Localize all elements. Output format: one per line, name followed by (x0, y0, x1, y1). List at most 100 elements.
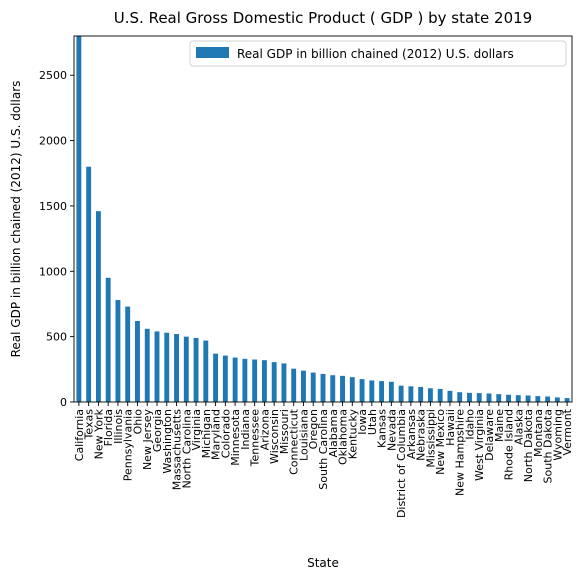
x-tick-label-georgia: Georgia (151, 409, 164, 452)
bar-north-dakota (525, 395, 531, 402)
bar-maryland (213, 353, 219, 402)
y-axis: 0 500 1000 1500 2000 2500 (39, 69, 74, 409)
bars-group (76, 36, 570, 403)
x-tick-label-louisiana: Louisiana (297, 409, 310, 461)
legend-label: Real GDP in billion chained (2012) U.S. … (237, 47, 514, 61)
bar-illinois (115, 300, 121, 402)
x-tick-label-nevada: Nevada (385, 409, 398, 451)
bar-hawaii (447, 390, 453, 402)
x-tick-label-oklahoma: Oklahoma (337, 409, 350, 465)
bar-nebraska (418, 386, 424, 402)
bar-north-carolina (183, 336, 189, 402)
x-tick-label-massachusetts: Massachusetts (171, 409, 184, 491)
x-tick-label-rhode-island: Rhode Island (503, 409, 516, 480)
x-tick-label-south-carolina: South Carolina (317, 409, 330, 490)
y-tick-label: 2000 (39, 135, 67, 148)
bar-wyoming (554, 397, 560, 402)
x-tick-label-montana: Montana (532, 409, 545, 457)
bar-florida (105, 277, 111, 402)
x-tick-label-utah: Utah (366, 409, 379, 435)
bar-maine (496, 394, 502, 402)
bar-kentucky (349, 377, 355, 402)
x-tick-label-washington: Washington (161, 409, 174, 474)
bar-montana (535, 396, 541, 402)
bar-oklahoma (340, 375, 345, 402)
bar-new-mexico (437, 388, 443, 402)
bar-mississippi (427, 388, 433, 402)
bar-ohio (135, 320, 140, 402)
bar-pennsylvania (125, 306, 131, 402)
bar-missouri (281, 363, 287, 402)
x-tick-label-california: California (73, 409, 86, 461)
x-tick-label-nebraska: Nebraska (415, 409, 428, 461)
bar-south-dakota (545, 396, 551, 402)
bar-virginia (193, 337, 199, 402)
bar-texas (86, 166, 92, 402)
chart-title: U.S. Real Gross Domestic Product ( GDP )… (114, 9, 532, 27)
bar-oregon (310, 372, 316, 402)
x-tick-label-wyoming: Wyoming (551, 409, 564, 461)
x-tick-label-maryland: Maryland (210, 409, 223, 460)
bar-massachusetts (174, 334, 179, 402)
x-tick-label-oregon: Oregon (307, 409, 320, 449)
y-tick-label: 1000 (39, 265, 67, 278)
x-tick-label-michigan: Michigan (200, 409, 213, 458)
legend: Real GDP in billion chained (2012) U.S. … (189, 40, 567, 67)
x-tick-label-north-carolina: North Carolina (180, 409, 193, 489)
y-tick-label: 500 (46, 331, 67, 344)
x-tick-label-kansas: Kansas (376, 409, 389, 448)
x-tick-label-virginia: Virginia (190, 409, 203, 450)
x-tick-label-district-of-columbia: District of Columbia (395, 409, 408, 518)
bar-wisconsin (271, 362, 277, 402)
x-tick-label-west-virginia: West Virginia (473, 409, 486, 481)
x-tick-label-minnesota: Minnesota (229, 409, 242, 466)
bar-california (76, 36, 82, 402)
legend-box (189, 40, 567, 67)
x-tick-label-new-mexico: New Mexico (434, 409, 447, 475)
y-tick-label: 2500 (39, 69, 67, 82)
x-tick-label-new-jersey: New Jersey (141, 409, 154, 471)
bar-vermont (564, 398, 570, 402)
x-tick-label-ohio: Ohio (131, 409, 144, 435)
x-tick-label-kentucky: Kentucky (346, 409, 359, 460)
x-tick-label-vermont: Vermont (561, 408, 574, 455)
x-tick-label-alabama: Alabama (327, 409, 340, 458)
x-tick-label-colorado: Colorado (219, 409, 232, 458)
x-tick-label-arizona: Arizona (258, 409, 271, 450)
y-tick-label: 0 (60, 396, 67, 409)
bar-alabama (330, 375, 336, 402)
bar-arizona (261, 360, 267, 402)
x-tick-label-missouri: Missouri (278, 409, 291, 454)
bar-new-jersey (144, 328, 150, 402)
x-tick-label-alaska: Alaska (512, 409, 525, 445)
bar-minnesota (232, 357, 238, 402)
bar-nevada (388, 381, 394, 402)
x-tick-label-texas: Texas (83, 409, 96, 441)
bar-west-virginia (476, 393, 482, 402)
x-tick-label-mississippi: Mississippi (424, 409, 437, 468)
y-axis-label: Real GDP in billion chained (2012) U.S. … (9, 81, 23, 358)
x-tick-label-tennessee: Tennessee (249, 409, 262, 468)
bar-michigan (203, 340, 209, 402)
x-tick-label-wisconsin: Wisconsin (268, 409, 281, 464)
x-tick-label-illinois: Illinois (112, 409, 125, 444)
bar-tennessee (252, 359, 258, 402)
x-tick-label-south-dakota: South Dakota (542, 409, 555, 483)
bar-louisiana (301, 370, 306, 402)
x-tick-label-new-hampshire: New Hampshire (454, 409, 467, 496)
bar-rhode-island (506, 394, 511, 402)
bar-delaware (486, 393, 492, 402)
x-tick-label-delaware: Delaware (483, 409, 496, 461)
bar-connecticut (291, 368, 297, 402)
x-tick-label-florida: Florida (102, 409, 115, 446)
y-tick-label: 1500 (39, 200, 67, 213)
bar-indiana (242, 358, 248, 402)
bar-georgia (154, 331, 160, 402)
x-tick-label-maine: Maine (493, 409, 506, 442)
bar-new-hampshire (457, 392, 463, 402)
bar-kansas (379, 381, 385, 402)
x-tick-label-indiana: Indiana (239, 409, 252, 450)
x-tick-label-hawaii: Hawaii (444, 409, 457, 446)
bar-district-of-columbia (398, 385, 404, 402)
